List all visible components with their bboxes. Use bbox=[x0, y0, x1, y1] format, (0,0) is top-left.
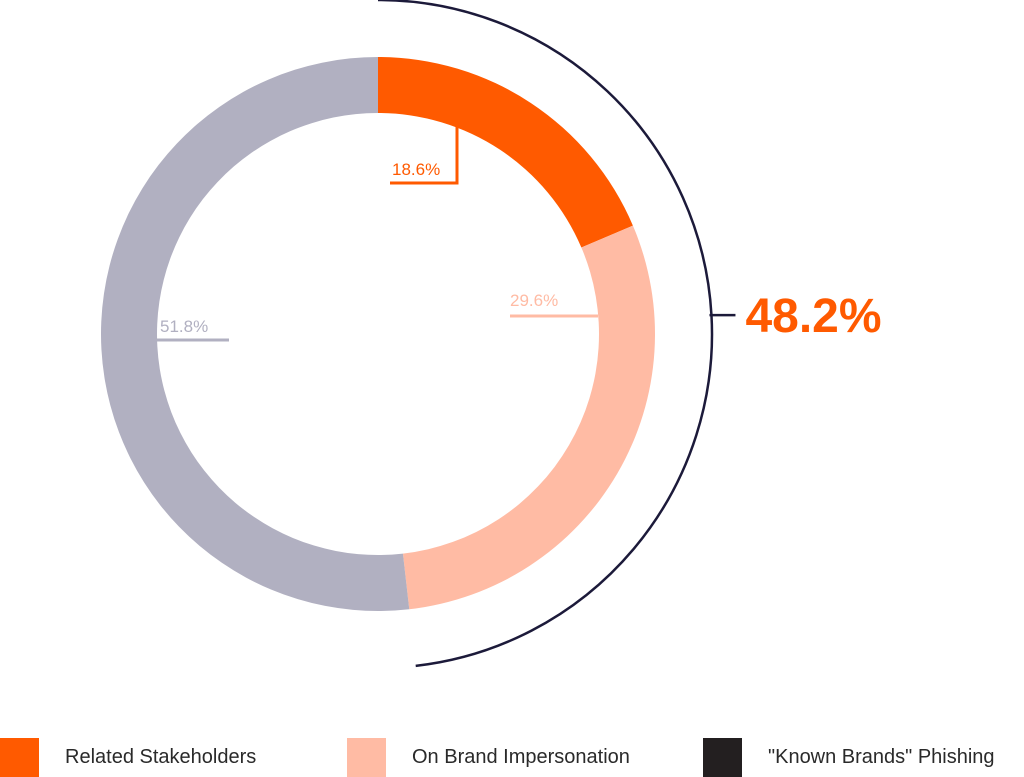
bracket-group: 48.2% bbox=[377, 0, 882, 668]
legend-item-related-stakeholders: Related Stakeholders bbox=[0, 738, 256, 777]
slice-label-leaders bbox=[157, 126, 598, 342]
leader-line-related-stakeholders bbox=[390, 126, 459, 185]
donut-slice-related-stakeholders bbox=[378, 57, 633, 248]
legend-label-related-stakeholders: Related Stakeholders bbox=[65, 746, 257, 768]
donut-slices bbox=[101, 57, 655, 611]
donut-slice-known-brands-phishing bbox=[101, 57, 410, 611]
legend-swatch-on-brand-impersonation bbox=[347, 738, 386, 777]
value-label-on-brand-impersonation: 29.6% bbox=[510, 291, 558, 310]
value-label-related-stakeholders: 18.6% bbox=[392, 160, 440, 179]
legend-label-known-brands-phishing: "Known Brands" Phishing bbox=[768, 746, 995, 768]
donut-slice-on-brand-impersonation bbox=[402, 225, 655, 610]
slice-value-labels: 18.6% 29.6% 51.8% bbox=[160, 160, 558, 336]
legend-swatch-related-stakeholders bbox=[0, 738, 39, 777]
legend-swatch-known-brands-phishing bbox=[703, 738, 742, 777]
value-label-known-brands-phishing: 51.8% bbox=[160, 317, 208, 336]
legend-item-known-brands-phishing: "Known Brands" Phishing bbox=[703, 738, 995, 777]
legend-label-on-brand-impersonation: On Brand Impersonation bbox=[412, 746, 630, 768]
bracket-value-label: 48.2% bbox=[745, 290, 881, 343]
legend-item-on-brand-impersonation: On Brand Impersonation bbox=[347, 738, 630, 777]
chart-legend: Related Stakeholders On Brand Impersonat… bbox=[0, 738, 1024, 777]
